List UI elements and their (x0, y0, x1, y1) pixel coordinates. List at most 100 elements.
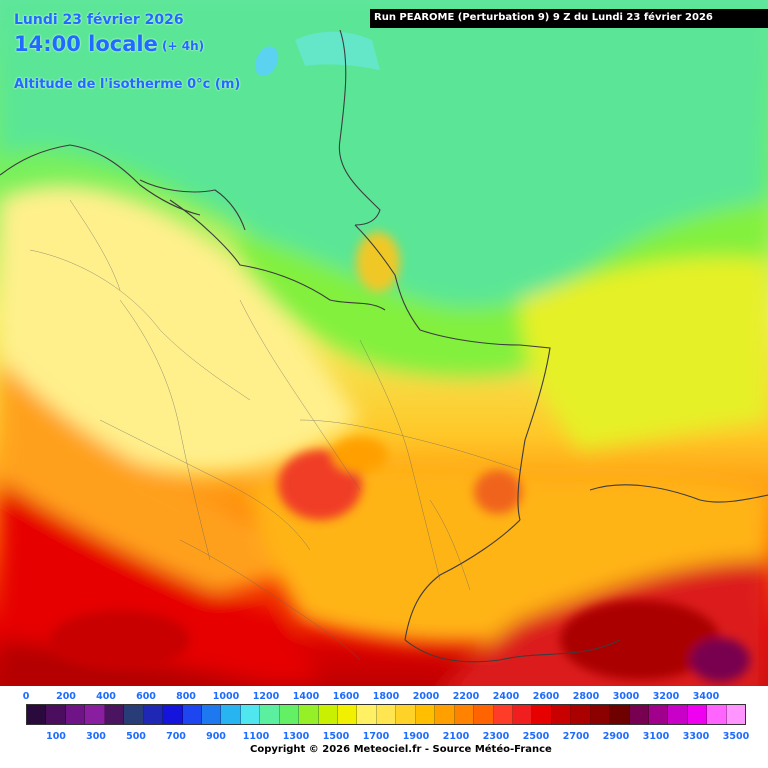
legend-swatch (396, 705, 416, 724)
legend-swatch (143, 705, 164, 724)
legend-swatch (454, 705, 475, 724)
legend-label-top: 800 (176, 691, 196, 702)
legend-swatch (493, 705, 513, 724)
isotherm-bands (0, 0, 768, 700)
legend-label-bottom: 900 (206, 731, 226, 742)
legend-swatch (260, 705, 280, 724)
color-legend: 0 200 400 600 800 1000 1200 1400 1600 1800 2000 220… (0, 686, 768, 768)
legend-color-bar (26, 704, 746, 725)
legend-label-top: 400 (96, 691, 116, 702)
legend-label-bottom: 1100 (242, 731, 270, 742)
time-offset: (+ 4h) (162, 39, 205, 53)
legend-swatch (299, 705, 319, 724)
legend-label-top: 600 (136, 691, 156, 702)
border-germany-netherlands (338, 29, 381, 226)
legend-label-top: 2800 (572, 691, 600, 702)
legend-swatch (124, 705, 144, 724)
legend-swatch (726, 705, 746, 724)
legend-label-bottom: 3300 (682, 731, 710, 742)
legend-label-top: 1000 (212, 691, 240, 702)
legend-label-top: 1600 (332, 691, 360, 702)
hotspots (50, 232, 750, 682)
legend-label-top: 0 (22, 691, 30, 702)
border-belgium-north (139, 179, 246, 231)
border-luxembourg (354, 224, 421, 331)
legend-swatch (163, 705, 183, 724)
legend-label-top: 2200 (452, 691, 480, 702)
legend-swatch (221, 705, 241, 724)
legend-label-top: 1400 (292, 691, 320, 702)
run-info-box: Run PEAROME (Perturbation 9) 9 Z du Lund… (370, 9, 768, 28)
border-austria (589, 484, 768, 503)
ijsselmeer-water (255, 46, 279, 77)
legend-label-bottom: 1900 (402, 731, 430, 742)
legend-swatch (610, 705, 630, 724)
legend-swatch (532, 705, 552, 724)
legend-swatch (182, 705, 202, 724)
legend-label-top: 2000 (412, 691, 440, 702)
legend-label-top: 1200 (252, 691, 280, 702)
legend-swatch (65, 705, 86, 724)
legend-swatch (318, 705, 338, 724)
wadden-water (295, 31, 380, 70)
legend-label-top: 2400 (492, 691, 520, 702)
legend-label-bottom: 1700 (362, 731, 390, 742)
legend-label-bottom: 2700 (562, 731, 590, 742)
hotspot-corsica-sea (50, 610, 190, 670)
legend-swatch (279, 705, 300, 724)
hotspot-ardennes (356, 232, 400, 292)
legend-swatch (551, 705, 572, 724)
legend-label-bottom: 2500 (522, 731, 550, 742)
legend-label-bottom: 1300 (282, 731, 310, 742)
band-yellow-east (520, 257, 768, 450)
legend-swatch (357, 705, 377, 724)
legend-swatch (27, 705, 47, 724)
legend-swatch (668, 705, 688, 724)
legend-label-top: 2600 (532, 691, 560, 702)
date-title: Lundi 23 février 2026 (14, 12, 184, 28)
legend-swatch (104, 705, 125, 724)
hotspot-central (332, 437, 388, 473)
legend-swatch (415, 705, 436, 724)
band-lightgreen-east (230, 200, 768, 376)
legend-label-bottom: 1500 (322, 731, 350, 742)
run-info-text: Run PEAROME (Perturbation 9) 9 Z du Lund… (374, 12, 713, 23)
legend-label-bottom: 3500 (722, 731, 750, 742)
legend-swatch (707, 705, 727, 724)
legend-label-top: 3400 (692, 691, 720, 702)
legend-label-top: 3200 (652, 691, 680, 702)
legend-label-bottom: 2300 (482, 731, 510, 742)
legend-label-bottom: 2100 (442, 731, 470, 742)
hotspot-vosges (474, 470, 522, 514)
legend-label-top: 1800 (372, 691, 400, 702)
water-bodies (255, 31, 380, 77)
legend-swatch (376, 705, 397, 724)
border-coast-north (0, 144, 201, 216)
parameter-title: Altitude de l'isotherme 0°c (m) (14, 77, 241, 92)
legend-label-bottom: 300 (86, 731, 106, 742)
hotspot-alps-high (690, 638, 750, 682)
legend-swatch (687, 705, 708, 724)
legend-label-bottom: 100 (46, 731, 66, 742)
legend-swatch (46, 705, 66, 724)
legend-label-bottom: 500 (126, 731, 146, 742)
region-borders (29, 199, 521, 661)
legend-label-top: 3000 (612, 691, 640, 702)
border-germany-france (419, 329, 551, 521)
legend-swatch (512, 705, 533, 724)
legend-swatch (435, 705, 455, 724)
band-cream-west (0, 186, 360, 473)
legend-swatch (85, 705, 105, 724)
copyright-text: Copyright © 2026 Meteociel.fr - Source M… (250, 744, 552, 755)
legend-label-bottom: 2900 (602, 731, 630, 742)
legend-swatch (474, 705, 494, 724)
legend-label-top: 200 (56, 691, 76, 702)
legend-label-bottom: 3100 (642, 731, 670, 742)
legend-swatch (571, 705, 591, 724)
legend-swatch (590, 705, 611, 724)
hotspot-alps (560, 600, 720, 680)
legend-swatch (649, 705, 669, 724)
legend-swatch (240, 705, 261, 724)
